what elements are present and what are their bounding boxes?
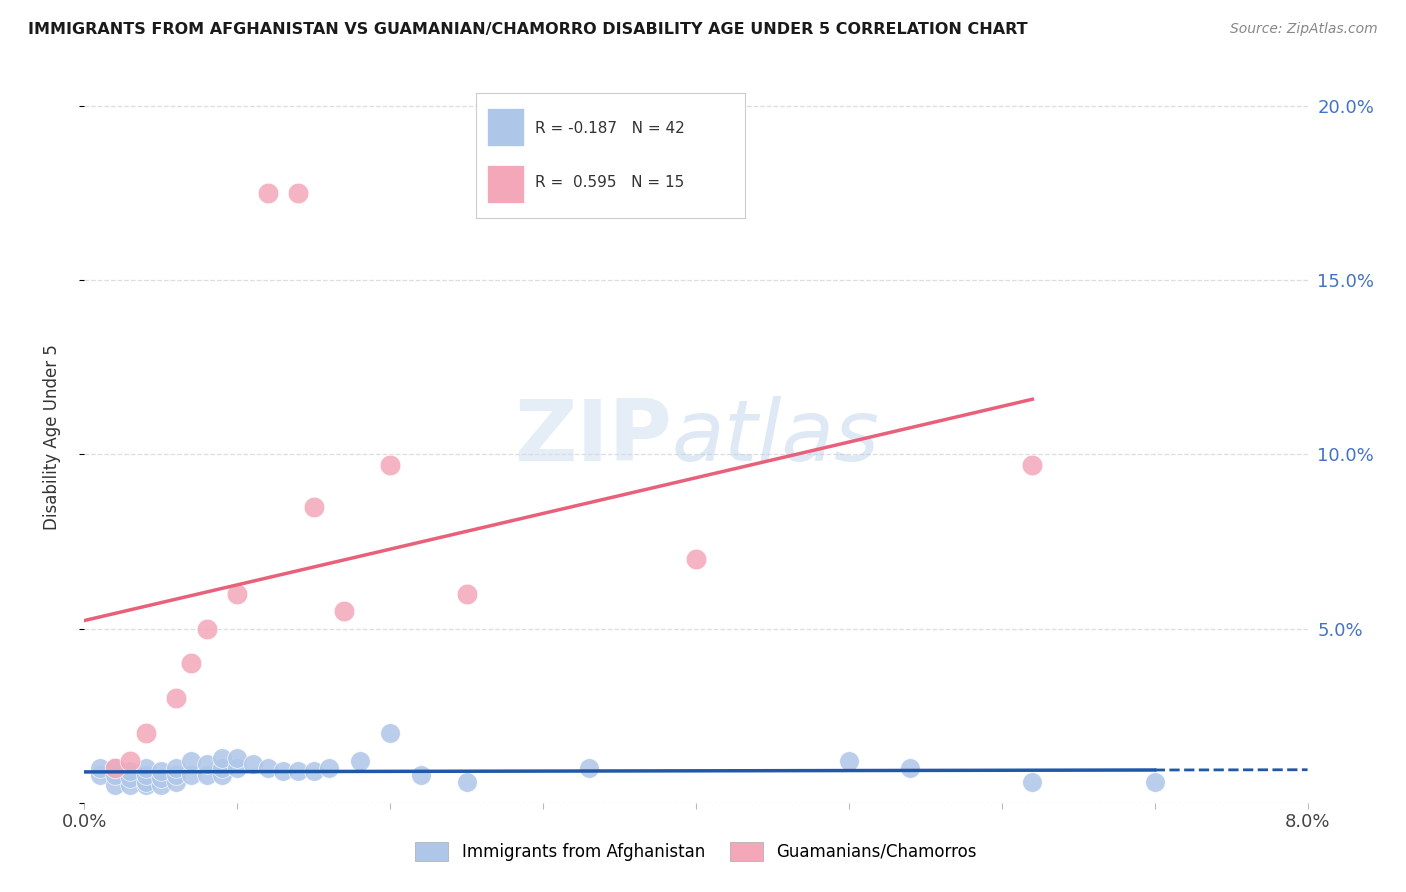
Text: ZIP: ZIP [513, 395, 672, 479]
Point [180, 768, 202, 782]
Point [180, 754, 202, 768]
Point [149, 764, 172, 779]
Point [195, 768, 218, 782]
Point [318, 761, 340, 775]
Point [149, 772, 172, 786]
Point [195, 622, 218, 636]
Point [242, 757, 264, 772]
Y-axis label: Disability Age Under 5: Disability Age Under 5 [42, 344, 60, 530]
Point [302, 764, 325, 779]
Point [1021, 458, 1043, 472]
Point [135, 768, 157, 782]
Point [149, 778, 172, 792]
Point [211, 768, 233, 782]
Point [120, 754, 142, 768]
Point [898, 761, 921, 775]
Point [271, 764, 294, 779]
Point [1021, 775, 1043, 789]
Point [165, 768, 187, 782]
Point [165, 761, 187, 775]
Point [104, 761, 127, 775]
Point [120, 778, 142, 792]
Point [380, 458, 402, 472]
Point [180, 657, 202, 671]
Point [226, 587, 249, 601]
Point [104, 778, 127, 792]
Point [456, 587, 478, 601]
Point [287, 764, 309, 779]
Text: atlas: atlas [672, 395, 880, 479]
Point [456, 775, 478, 789]
Point [211, 750, 233, 764]
Point [287, 186, 309, 201]
Point [302, 500, 325, 514]
Point [120, 764, 142, 779]
Point [165, 691, 187, 706]
Point [226, 761, 249, 775]
Point [838, 754, 860, 768]
Point [211, 761, 233, 775]
Point [89, 761, 111, 775]
Point [165, 775, 187, 789]
Point [1143, 775, 1166, 789]
Point [333, 604, 356, 618]
Point [380, 726, 402, 740]
Point [578, 761, 600, 775]
Point [135, 726, 157, 740]
Point [257, 186, 280, 201]
Point [226, 750, 249, 764]
Legend: Immigrants from Afghanistan, Guamanians/Chamorros: Immigrants from Afghanistan, Guamanians/… [408, 835, 984, 868]
Point [257, 761, 280, 775]
Point [104, 768, 127, 782]
Point [120, 772, 142, 786]
Point [104, 761, 127, 775]
Point [685, 552, 707, 566]
Text: Source: ZipAtlas.com: Source: ZipAtlas.com [1230, 22, 1378, 37]
Point [135, 775, 157, 789]
Point [135, 778, 157, 792]
Point [89, 768, 111, 782]
Point [349, 754, 371, 768]
Point [409, 768, 432, 782]
Point [195, 757, 218, 772]
Point [135, 761, 157, 775]
Text: IMMIGRANTS FROM AFGHANISTAN VS GUAMANIAN/CHAMORRO DISABILITY AGE UNDER 5 CORRELA: IMMIGRANTS FROM AFGHANISTAN VS GUAMANIAN… [28, 22, 1028, 37]
